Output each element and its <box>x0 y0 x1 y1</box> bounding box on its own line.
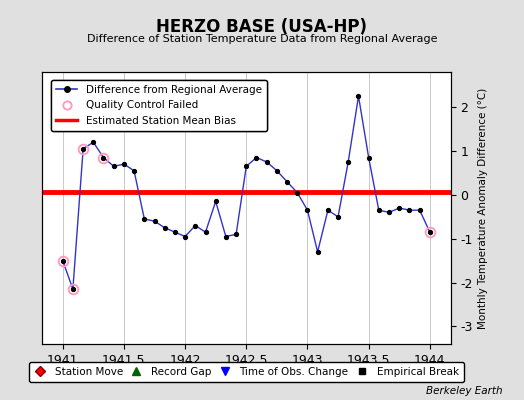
Text: Berkeley Earth: Berkeley Earth <box>427 386 503 396</box>
Text: HERZO BASE (USA-HP): HERZO BASE (USA-HP) <box>157 18 367 36</box>
Text: Difference of Station Temperature Data from Regional Average: Difference of Station Temperature Data f… <box>87 34 437 44</box>
Legend: Difference from Regional Average, Quality Control Failed, Estimated Station Mean: Difference from Regional Average, Qualit… <box>51 80 267 131</box>
Y-axis label: Monthly Temperature Anomaly Difference (°C): Monthly Temperature Anomaly Difference (… <box>478 87 488 329</box>
Legend: Station Move, Record Gap, Time of Obs. Change, Empirical Break: Station Move, Record Gap, Time of Obs. C… <box>29 362 464 382</box>
